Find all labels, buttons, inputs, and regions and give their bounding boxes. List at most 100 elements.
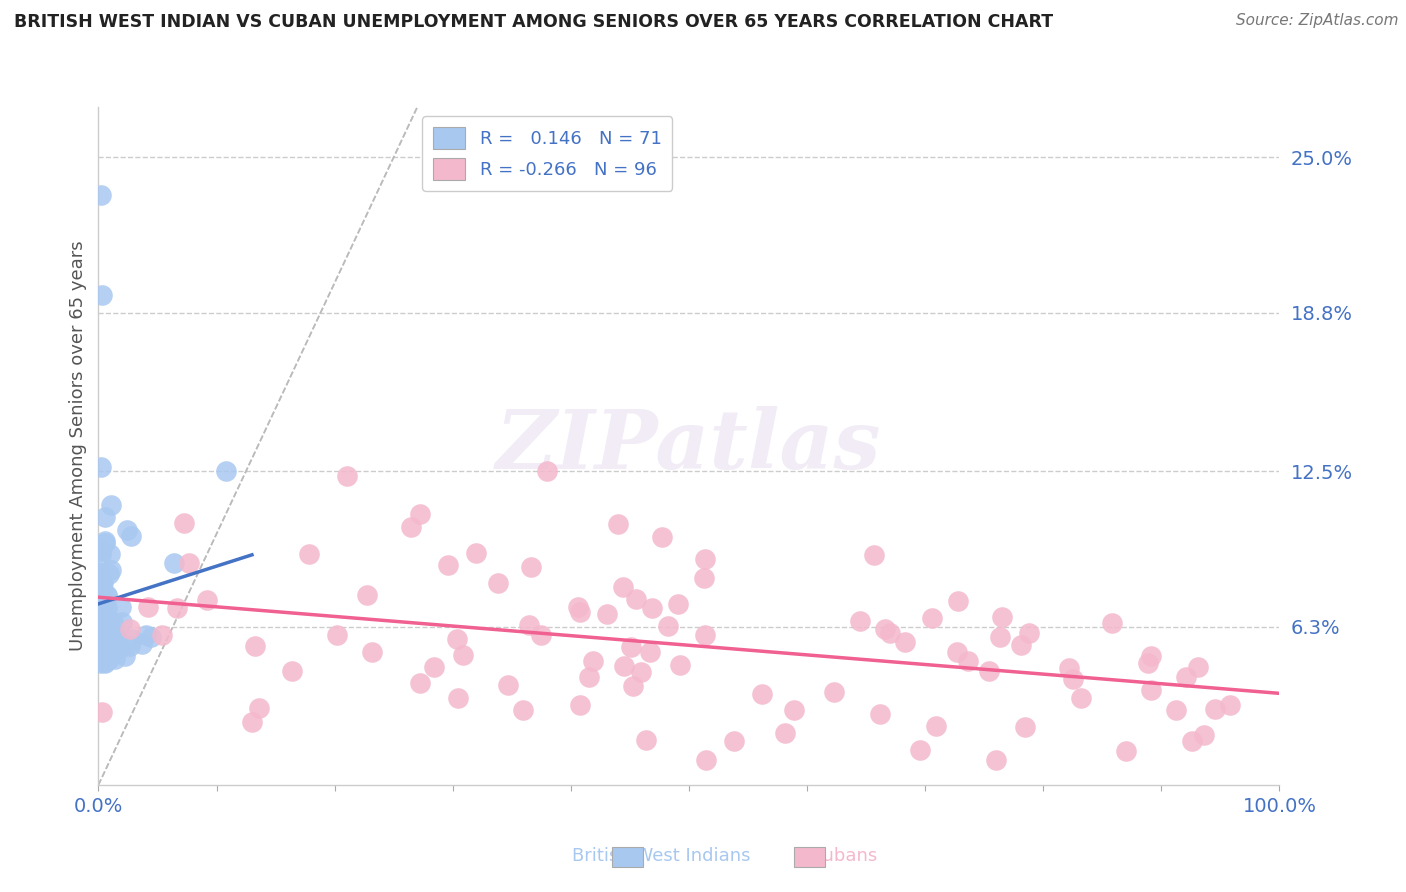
Point [89, 656, 111, 670]
Point [90, 549, 112, 563]
Point [89, 566, 111, 581]
Point [1014, 720, 1036, 734]
Point [1194, 728, 1216, 742]
Point [97, 566, 120, 581]
Point [89, 617, 111, 632]
Point [103, 627, 125, 641]
Point [436, 558, 458, 572]
Point [101, 642, 124, 657]
Point [751, 687, 773, 701]
Point [89, 648, 111, 662]
Point [89, 578, 111, 592]
Point [849, 615, 872, 629]
Point [567, 599, 589, 614]
Point [582, 655, 605, 669]
Point [90, 612, 112, 626]
Point [1057, 661, 1080, 675]
Point [89, 603, 111, 617]
Point [91, 288, 114, 302]
Point [100, 563, 122, 577]
Point [446, 690, 468, 705]
Point [135, 628, 157, 642]
Point [464, 546, 486, 560]
Point [89, 575, 111, 590]
Point [240, 715, 263, 730]
Text: Cubans: Cubans [810, 847, 877, 865]
Point [657, 619, 679, 633]
Point [695, 753, 717, 767]
Point [1204, 702, 1226, 716]
Point [1174, 670, 1197, 684]
Point [668, 657, 690, 672]
Point [869, 707, 891, 722]
Point [569, 698, 592, 713]
Point [89, 635, 111, 649]
Point [96, 600, 118, 615]
Point [823, 685, 845, 699]
Point [446, 632, 468, 647]
Point [621, 679, 644, 693]
Point [93, 619, 115, 633]
Point [100, 498, 122, 512]
Point [94, 536, 117, 550]
Point [1140, 648, 1163, 663]
Point [1101, 615, 1123, 630]
Point [281, 665, 304, 679]
Point [512, 703, 534, 717]
Point [530, 628, 553, 642]
Point [98, 652, 121, 666]
Point [361, 645, 384, 659]
Point [89, 653, 111, 667]
Point [96, 649, 118, 664]
Point [620, 640, 643, 654]
Point [94, 533, 117, 548]
Point [93, 622, 115, 636]
Point [163, 557, 186, 571]
Point [908, 743, 931, 757]
Point [984, 753, 1007, 767]
Point [1219, 698, 1241, 713]
Point [96, 625, 118, 640]
Point [298, 547, 321, 561]
Point [613, 658, 636, 673]
Text: ZIPatlas: ZIPatlas [496, 406, 882, 486]
Point [89, 566, 111, 581]
Point [247, 701, 270, 715]
Point [98, 547, 121, 561]
Point [91, 590, 114, 604]
Point [1181, 734, 1204, 748]
Point [641, 601, 664, 615]
Point [1187, 659, 1209, 673]
Legend: R =   0.146   N = 71, R = -0.266   N = 96: R = 0.146 N = 71, R = -0.266 N = 96 [422, 116, 672, 191]
Point [89, 585, 111, 599]
Point [1062, 672, 1084, 686]
Point [90, 637, 112, 651]
Point [94, 657, 117, 671]
Point [90, 601, 112, 615]
Point [108, 641, 131, 656]
Point [636, 732, 658, 747]
Point [90, 188, 112, 202]
Point [114, 648, 136, 663]
Point [1010, 638, 1032, 652]
Point [139, 630, 162, 644]
Point [578, 670, 600, 684]
Point [98, 626, 121, 640]
Point [946, 645, 969, 659]
Point [91, 575, 114, 590]
Point [243, 639, 266, 653]
Point [862, 548, 884, 562]
Point [101, 635, 124, 649]
Point [120, 639, 142, 653]
Point [624, 591, 647, 606]
Point [89, 626, 111, 640]
Point [336, 469, 359, 483]
Point [96, 650, 118, 665]
Point [150, 628, 173, 642]
Point [136, 599, 159, 614]
Point [875, 622, 897, 636]
Point [536, 464, 558, 478]
Point [118, 622, 141, 636]
Point [569, 605, 592, 619]
Point [89, 643, 111, 657]
